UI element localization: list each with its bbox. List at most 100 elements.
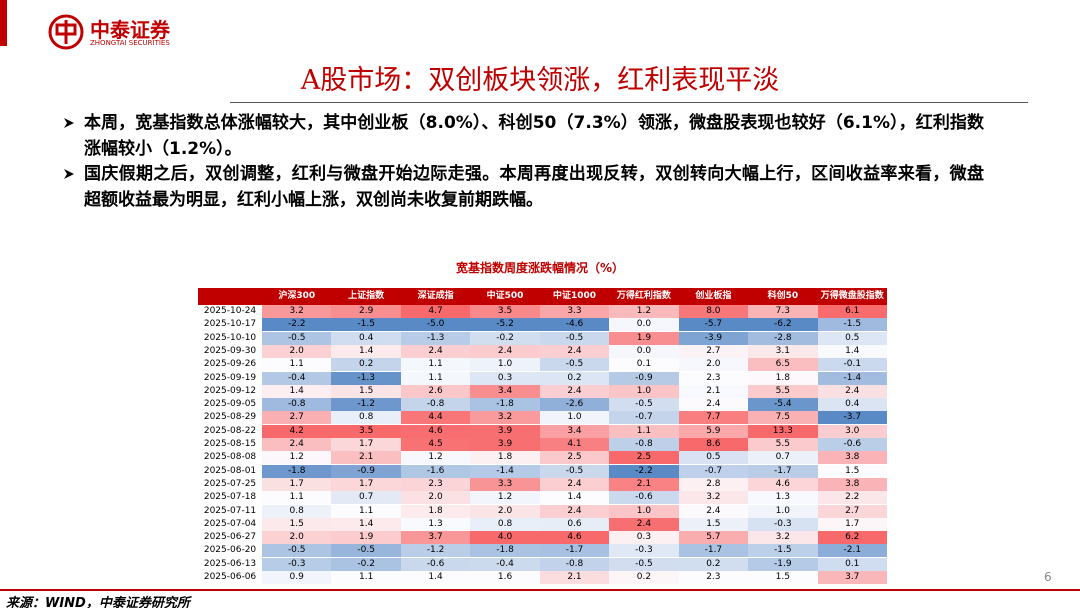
heat-cell: 1.4 [400,571,471,584]
heat-cell: -0.3 [748,517,818,531]
heat-cell: 1.1 [400,358,471,372]
heat-cell: 0.7 [331,491,401,505]
heat-cell: -0.8 [400,398,471,412]
heat-cell: 1.1 [609,424,679,438]
heat-cell: 0.8 [470,517,540,531]
heat-cell: 1.1 [331,504,401,518]
heat-cell: 0.2 [678,557,749,571]
heat-cell: 1.0 [539,411,610,425]
heat-cell: 7.7 [678,411,749,425]
heat-cell: -0.9 [609,371,679,385]
column-header: 上证指数 [331,288,401,305]
heat-cell: 1.1 [262,491,332,505]
row-date: 2025-10-10 [203,332,257,343]
heat-cell: -1.8 [262,464,332,478]
heat-cell: -0.2 [331,557,401,571]
logo-icon [48,14,84,50]
heat-cell: 2.1 [609,477,679,491]
heat-cell: 8.0 [678,305,749,318]
heat-cell: 3.8 [817,451,887,465]
heat-cell: 1.1 [400,371,471,385]
bullet-marker [64,169,74,179]
heat-cell: 2.0 [678,358,749,372]
title-rule [230,102,1028,103]
heat-cell: -2.1 [817,544,887,558]
heat-cell: -3.7 [817,411,887,425]
row-date: 2025-09-30 [203,345,257,356]
heat-cell: 1.6 [470,571,540,584]
heat-cell: 5.5 [748,438,818,451]
heat-cell: 0.9 [262,571,332,584]
heat-cell: -1.7 [748,464,818,478]
heat-cell: -1.9 [748,557,818,571]
heat-cell: -1.8 [470,544,540,558]
row-date: 2025-07-18 [203,492,257,503]
heat-cell: 1.9 [609,331,679,345]
heat-cell: 2.0 [262,344,332,358]
header-blank [198,288,262,305]
heat-cell: -1.5 [748,544,818,558]
heat-cell: 0.8 [262,504,332,518]
heat-cell: 3.7 [817,571,887,584]
row-date: 2025-08-15 [203,439,257,449]
heat-cell: 1.4 [262,384,332,398]
heat-cell: 1.5 [331,384,401,398]
heat-cell: -5.2 [470,318,540,332]
heat-cell: -0.5 [539,464,610,478]
heat-cell: 2.0 [400,491,471,505]
heat-cell: -5.7 [678,318,749,332]
heat-cell: 3.2 [262,305,332,318]
heat-cell: -1.4 [470,464,540,478]
heat-cell: 1.4 [817,344,887,358]
heat-cell: -0.3 [262,557,332,571]
heat-cell: -2.2 [262,318,332,332]
heat-cell: 5.7 [678,531,749,545]
heat-cell: 2.4 [539,477,610,491]
heat-cell: 0.3 [609,531,679,545]
heat-cell: 2.5 [609,451,679,465]
heat-cell: 1.2 [470,491,540,505]
heat-cell: 2.4 [539,384,610,398]
row-date: 2025-10-24 [203,306,257,316]
heat-cell: 1.5 [748,571,818,584]
heat-cell: -0.7 [678,464,749,478]
heat-cell: 0.4 [817,398,887,412]
column-header: 中证500 [470,288,540,305]
heat-cell: 3.3 [539,305,610,318]
heat-cell: 0.8 [331,411,401,425]
heat-cell: 1.0 [470,358,540,372]
footer-rule [0,589,1080,591]
heat-cell: 4.4 [400,411,471,425]
heat-cell: 6.2 [817,531,887,545]
heat-cell: 2.5 [539,451,610,465]
source-note: 来源：WIND，中泰证券研究所 [6,596,190,608]
heat-cell: 3.5 [470,305,540,318]
heat-cell: -0.8 [609,438,679,451]
heat-cell: 0.5 [817,331,887,345]
heat-cell: 2.4 [609,517,679,531]
heat-cell: 1.3 [400,517,471,531]
heat-cell: 2.8 [678,477,749,491]
heat-cell: 2.1 [539,571,610,584]
heat-cell: -0.8 [539,557,610,571]
heat-cell: -2.8 [748,331,818,345]
company-name-en: ZHONGTAI SECURITIES [90,39,170,47]
bullet-text: 本周，宽基指数总体涨幅较大，其中创业板（8.0%）、科创50（7.3%）领涨，微… [84,113,984,159]
heat-cell: 1.4 [539,491,610,505]
heat-cell: 5.5 [748,384,818,398]
heat-cell: 3.2 [470,411,540,425]
heat-cell: -1.3 [331,371,401,385]
heat-cell: 1.7 [331,477,401,491]
heat-cell: -0.5 [262,331,332,345]
heat-cell: 2.4 [470,344,540,358]
heat-cell: 2.2 [817,491,887,505]
page-number: 6 [1044,570,1052,584]
heat-cell: -0.2 [470,331,540,345]
heat-cell: -0.5 [539,331,610,345]
heat-cell: 1.4 [331,517,401,531]
heat-cell: 0.3 [470,371,540,385]
heat-cell: -0.4 [262,371,332,385]
heat-cell: 0.1 [817,557,887,571]
row-date: 2025-09-05 [203,399,257,410]
heat-cell: 1.4 [331,344,401,358]
